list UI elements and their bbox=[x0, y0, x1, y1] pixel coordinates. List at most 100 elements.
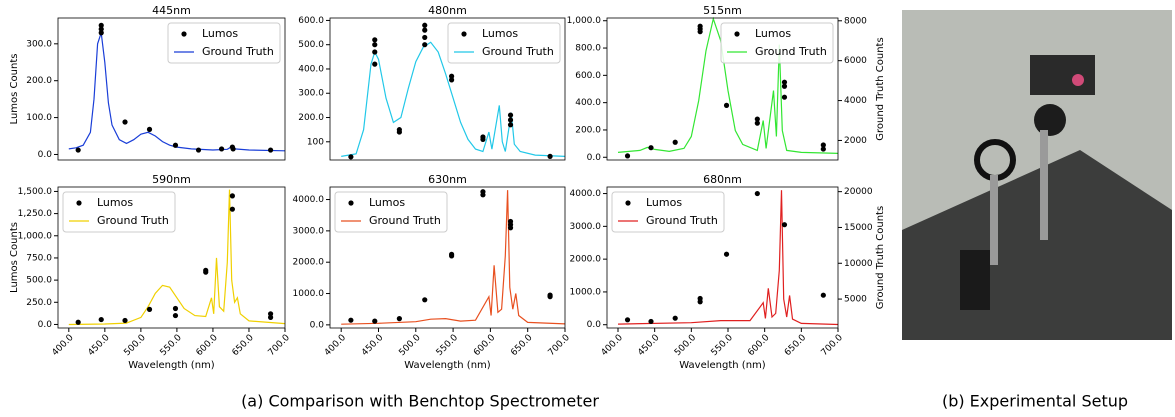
y2-tick-label: 8000 bbox=[844, 16, 867, 26]
axes-frame bbox=[57, 17, 286, 161]
legend-marker bbox=[461, 31, 467, 37]
scatter-point bbox=[422, 22, 428, 28]
y2-tick-label: 2000 bbox=[844, 136, 867, 146]
scatter-point bbox=[98, 26, 104, 32]
y-tick-label: 750.0 bbox=[26, 253, 52, 263]
scatter-point bbox=[507, 117, 514, 123]
x-tick-label: 450.0 bbox=[360, 333, 385, 358]
x-axis-label: Wavelength (nm) bbox=[128, 360, 214, 371]
scatter-point bbox=[75, 147, 81, 153]
x-tick-label: 450.0 bbox=[636, 333, 661, 358]
scatter-point bbox=[396, 129, 402, 135]
caption: (b) Experimental Setup bbox=[942, 392, 1128, 411]
chart-title: 445nm bbox=[152, 4, 191, 17]
scatter-point bbox=[98, 316, 104, 323]
x-tick-label: 550.0 bbox=[710, 333, 735, 358]
photo bbox=[902, 10, 1172, 340]
scatter-point bbox=[507, 112, 514, 118]
legend-box bbox=[62, 191, 176, 233]
y-tick-label: 400.0 bbox=[298, 64, 324, 74]
y-tick-label: 500.0 bbox=[26, 276, 52, 286]
legend-box bbox=[720, 22, 834, 64]
scatter-point bbox=[218, 146, 225, 152]
axes-frame bbox=[606, 186, 839, 329]
y-tick-label: 0.0 bbox=[38, 150, 53, 160]
legend-label: Lumos bbox=[755, 27, 791, 40]
y-tick-label: 500.0 bbox=[298, 40, 324, 50]
scatter-point bbox=[781, 83, 788, 89]
y-tick-label: 0.0 bbox=[587, 320, 602, 330]
y-tick-label: 200.0 bbox=[26, 76, 52, 86]
y-tick-label: 100 bbox=[307, 137, 324, 147]
x-tick-label: 500.0 bbox=[397, 333, 422, 358]
scatter-point bbox=[697, 29, 703, 35]
scatter-point bbox=[203, 267, 209, 273]
x-tick-label: 700.0 bbox=[820, 333, 845, 358]
scatter-point bbox=[697, 299, 703, 305]
caption: (a) Comparison with Benchtop Spectromete… bbox=[241, 392, 599, 411]
x-tick-label: 600.0 bbox=[195, 333, 220, 358]
x-tick-label: 650.0 bbox=[231, 333, 256, 358]
legend-label: Lumos bbox=[482, 27, 518, 40]
legend-label: Ground Truth bbox=[482, 45, 554, 58]
scatter-point bbox=[820, 292, 826, 298]
scatter-point bbox=[781, 94, 788, 100]
y-tick-label: 600.0 bbox=[298, 16, 324, 26]
y-tick-label: 0.0 bbox=[38, 320, 53, 330]
scatter-point bbox=[422, 27, 428, 33]
scatter-point bbox=[267, 314, 274, 320]
y2-axis-label: Ground Truth Counts bbox=[875, 37, 886, 140]
y2-tick-label: 15000 bbox=[844, 223, 873, 233]
y-tick-label: 0.0 bbox=[587, 153, 602, 163]
scatter-point bbox=[449, 253, 455, 259]
x-tick-label: 500.0 bbox=[122, 333, 147, 358]
legend-marker bbox=[348, 200, 354, 206]
scatter-point bbox=[75, 319, 81, 325]
scatter-point bbox=[449, 77, 455, 83]
chart-title: 480nm bbox=[428, 4, 467, 17]
x-tick-label: 550.0 bbox=[159, 333, 184, 358]
legend-label: Ground Truth bbox=[202, 45, 274, 58]
scatter-point bbox=[422, 42, 428, 48]
scatter-point bbox=[372, 318, 378, 324]
spectrum-line bbox=[68, 32, 286, 152]
scatter-point bbox=[372, 49, 378, 55]
legend-box bbox=[611, 191, 725, 233]
y-tick-label: 3000.0 bbox=[570, 222, 602, 232]
scatter-point bbox=[230, 146, 236, 152]
scatter-point bbox=[547, 294, 553, 300]
y-tick-label: 600.0 bbox=[575, 71, 601, 81]
scatter-point bbox=[672, 139, 678, 145]
scatter-point bbox=[507, 225, 514, 231]
y2-axis-label: Ground Truth Counts bbox=[875, 206, 886, 309]
y2-tick-label: 6000 bbox=[844, 56, 867, 66]
y-tick-label: 100.0 bbox=[26, 113, 52, 123]
scatter-point bbox=[396, 316, 402, 322]
scatter-point bbox=[723, 251, 730, 257]
scatter-point bbox=[348, 317, 354, 323]
y-tick-label: 0.0 bbox=[310, 320, 325, 330]
spectrum-line bbox=[341, 190, 566, 325]
scatter-point bbox=[172, 305, 179, 312]
y-tick-label: 800.0 bbox=[575, 44, 601, 54]
spectrum-line bbox=[68, 189, 286, 326]
axes-frame bbox=[606, 17, 839, 161]
x-tick-label: 400.0 bbox=[600, 333, 625, 358]
connector bbox=[1072, 74, 1084, 86]
legend-label: Ground Truth bbox=[755, 45, 827, 58]
legend-box bbox=[167, 22, 281, 64]
y-tick-label: 200.0 bbox=[298, 113, 324, 123]
scatter-point bbox=[820, 142, 826, 148]
legend-label: Ground Truth bbox=[369, 214, 441, 227]
chart-title: 630nm bbox=[428, 173, 467, 186]
scatter-point bbox=[172, 142, 179, 148]
legend-label: Lumos bbox=[646, 196, 682, 209]
x-tick-label: 600.0 bbox=[472, 333, 497, 358]
scatter-point bbox=[122, 119, 128, 125]
scatter-point bbox=[547, 153, 553, 159]
legend-label: Lumos bbox=[202, 27, 238, 40]
x-tick-label: 650.0 bbox=[509, 333, 534, 358]
scatter-point bbox=[229, 193, 235, 199]
spectrometer bbox=[1030, 55, 1095, 95]
